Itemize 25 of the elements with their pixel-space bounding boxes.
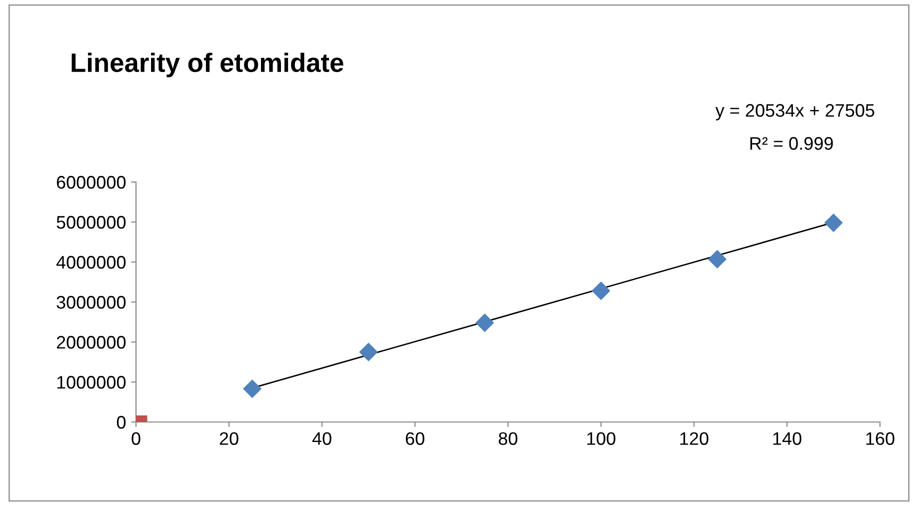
point [242, 379, 262, 398]
y-tick-label: 1000000 [57, 376, 126, 389]
point [359, 342, 378, 362]
point [592, 281, 610, 300]
x-tick-label: 20 [220, 432, 238, 445]
x-tick-label: 140 [773, 432, 802, 445]
x-tick-label: 100 [587, 432, 616, 445]
point [475, 313, 494, 332]
point [708, 250, 727, 269]
x-tick-label: 120 [680, 432, 708, 445]
y-tick-label: 3000000 [56, 296, 126, 309]
chart-title: Linearity of etomidate [72, 52, 344, 78]
x-tick-label: 60 [406, 432, 424, 445]
x-tick-label: 0 [132, 432, 140, 445]
y-tick-label: 2000000 [56, 336, 126, 349]
y-tick-label: 5000000 [56, 216, 126, 229]
x-tick-label: 80 [498, 432, 518, 445]
x-tick-label: 40 [312, 432, 332, 445]
text: R² = 0.999 [750, 137, 833, 150]
x-tick-label: 160 [866, 432, 894, 445]
y-tick-label: 6000000 [56, 176, 126, 189]
point [824, 213, 843, 232]
text: y = 20534x + 27505 [715, 104, 874, 120]
y-tick-label: 4000000 [56, 256, 126, 269]
y-tick-label: 0 [116, 416, 126, 429]
